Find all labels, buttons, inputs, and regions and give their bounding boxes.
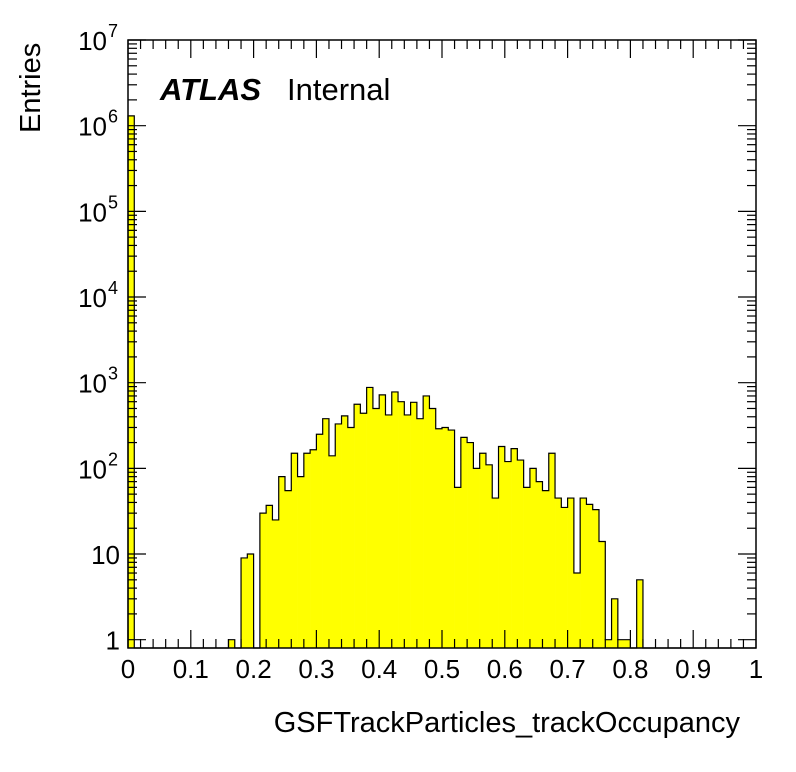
x-tick-label: 0.2 xyxy=(236,654,272,684)
histogram-bar xyxy=(435,428,443,648)
histogram-bar xyxy=(423,395,430,648)
histogram-bar xyxy=(586,504,594,648)
x-tick-label: 0.6 xyxy=(487,654,523,684)
histogram-bar xyxy=(448,430,455,648)
y-tick-exponent: 6 xyxy=(108,107,118,127)
histogram-bar xyxy=(416,418,424,648)
histogram-bar xyxy=(366,387,374,648)
x-axis-title: GSFTrackParticles_trackOccupancy xyxy=(274,707,741,739)
histogram-bar xyxy=(278,476,286,648)
y-tick-exponent: 7 xyxy=(108,21,118,41)
x-tick-label: 1 xyxy=(749,654,763,684)
y-axis-title: Entries xyxy=(15,43,47,133)
y-tick-label: 10 xyxy=(91,540,120,570)
histogram-bar xyxy=(442,427,449,648)
histogram-bar xyxy=(573,573,581,648)
histogram-bar xyxy=(379,394,386,648)
histogram-bar xyxy=(404,414,411,648)
y-tick-label: 10 xyxy=(78,26,107,56)
histogram-bar xyxy=(372,408,380,648)
histogram-bar xyxy=(322,418,330,648)
histogram-bar xyxy=(303,453,311,648)
histogram-bar xyxy=(241,557,248,648)
histogram-bar xyxy=(517,460,524,648)
histogram-bar xyxy=(266,505,273,648)
histogram-bar xyxy=(473,468,480,648)
histogram-bar xyxy=(272,519,280,648)
histogram-bar xyxy=(605,639,612,648)
histogram-bar xyxy=(492,498,499,648)
x-tick-label: 0.9 xyxy=(675,654,711,684)
histogram-bar xyxy=(360,413,367,648)
y-tick-label: 10 xyxy=(78,112,107,142)
histogram-bar xyxy=(599,541,606,648)
histogram-bar xyxy=(128,115,135,649)
y-tick-label: 1 xyxy=(106,626,120,656)
histogram-bar xyxy=(354,404,361,648)
x-tick-label: 0.5 xyxy=(424,654,460,684)
histogram-bar xyxy=(511,448,518,648)
y-tick-exponent: 5 xyxy=(108,192,118,212)
histogram-bar xyxy=(617,639,625,648)
x-tick-labels: 0 0.1 0.2 0.3 0.4 0.5 0.6 0.7 0.8 0.9 1 xyxy=(121,654,763,684)
x-tick-label: 0.7 xyxy=(550,654,586,684)
histogram-bar xyxy=(542,490,550,648)
histogram-bar xyxy=(592,509,600,648)
histogram-bar xyxy=(297,476,305,648)
x-tick-label: 0 xyxy=(121,654,135,684)
histogram-bar xyxy=(285,490,292,648)
histogram-bar xyxy=(247,554,254,648)
x-tick-label: 0.1 xyxy=(173,654,209,684)
histogram-bar xyxy=(580,498,587,648)
histogram-bar xyxy=(310,449,317,648)
y-tick-label: 10 xyxy=(78,369,107,399)
histogram-bar xyxy=(561,507,568,648)
histogram-bar xyxy=(228,639,236,648)
histogram-bar xyxy=(498,446,506,648)
histogram-bar xyxy=(259,513,267,648)
x-tick-label: 0.8 xyxy=(612,654,648,684)
histogram-bar xyxy=(636,579,644,648)
axis-ticks xyxy=(127,39,757,648)
histogram-bars xyxy=(128,115,644,649)
y-tick-exponent: 2 xyxy=(108,449,118,469)
histogram-bar xyxy=(536,481,543,648)
histogram-bar xyxy=(385,414,393,648)
histogram-bar xyxy=(548,453,556,648)
histogram-bar xyxy=(341,415,349,648)
histogram-bar xyxy=(485,464,493,648)
histogram-bar xyxy=(529,468,537,648)
histogram-bar xyxy=(555,498,562,648)
histogram-bar xyxy=(504,461,512,648)
x-tick-label: 0.3 xyxy=(298,654,334,684)
histogram-bar xyxy=(454,487,462,648)
histogram-bar xyxy=(316,434,323,648)
y-tick-exponent: 4 xyxy=(108,278,118,298)
y-tick-label: 10 xyxy=(78,454,107,484)
atlas-label: ATLAS xyxy=(159,72,261,107)
histogram-bar xyxy=(398,401,405,648)
histogram-bar xyxy=(467,442,474,648)
histogram-bar xyxy=(567,498,575,648)
histogram-bar xyxy=(611,598,619,648)
histogram-bar xyxy=(460,437,468,648)
histogram-bar xyxy=(347,427,355,648)
histogram-bar xyxy=(291,453,298,648)
y-tick-label: 10 xyxy=(78,283,107,313)
histogram-bar xyxy=(328,455,336,648)
histogram-bar xyxy=(429,408,437,648)
histogram-bar xyxy=(410,402,418,648)
histogram-bar xyxy=(624,639,631,648)
y-tick-label: 10 xyxy=(78,197,107,227)
histogram-bar xyxy=(479,453,487,648)
histogram-bar xyxy=(523,487,531,648)
atlas-status-label: Internal xyxy=(287,72,390,107)
x-tick-label: 0.4 xyxy=(361,654,397,684)
histogram-bar xyxy=(391,391,399,648)
histogram-bar xyxy=(335,423,342,648)
y-tick-exponent: 3 xyxy=(108,364,118,384)
